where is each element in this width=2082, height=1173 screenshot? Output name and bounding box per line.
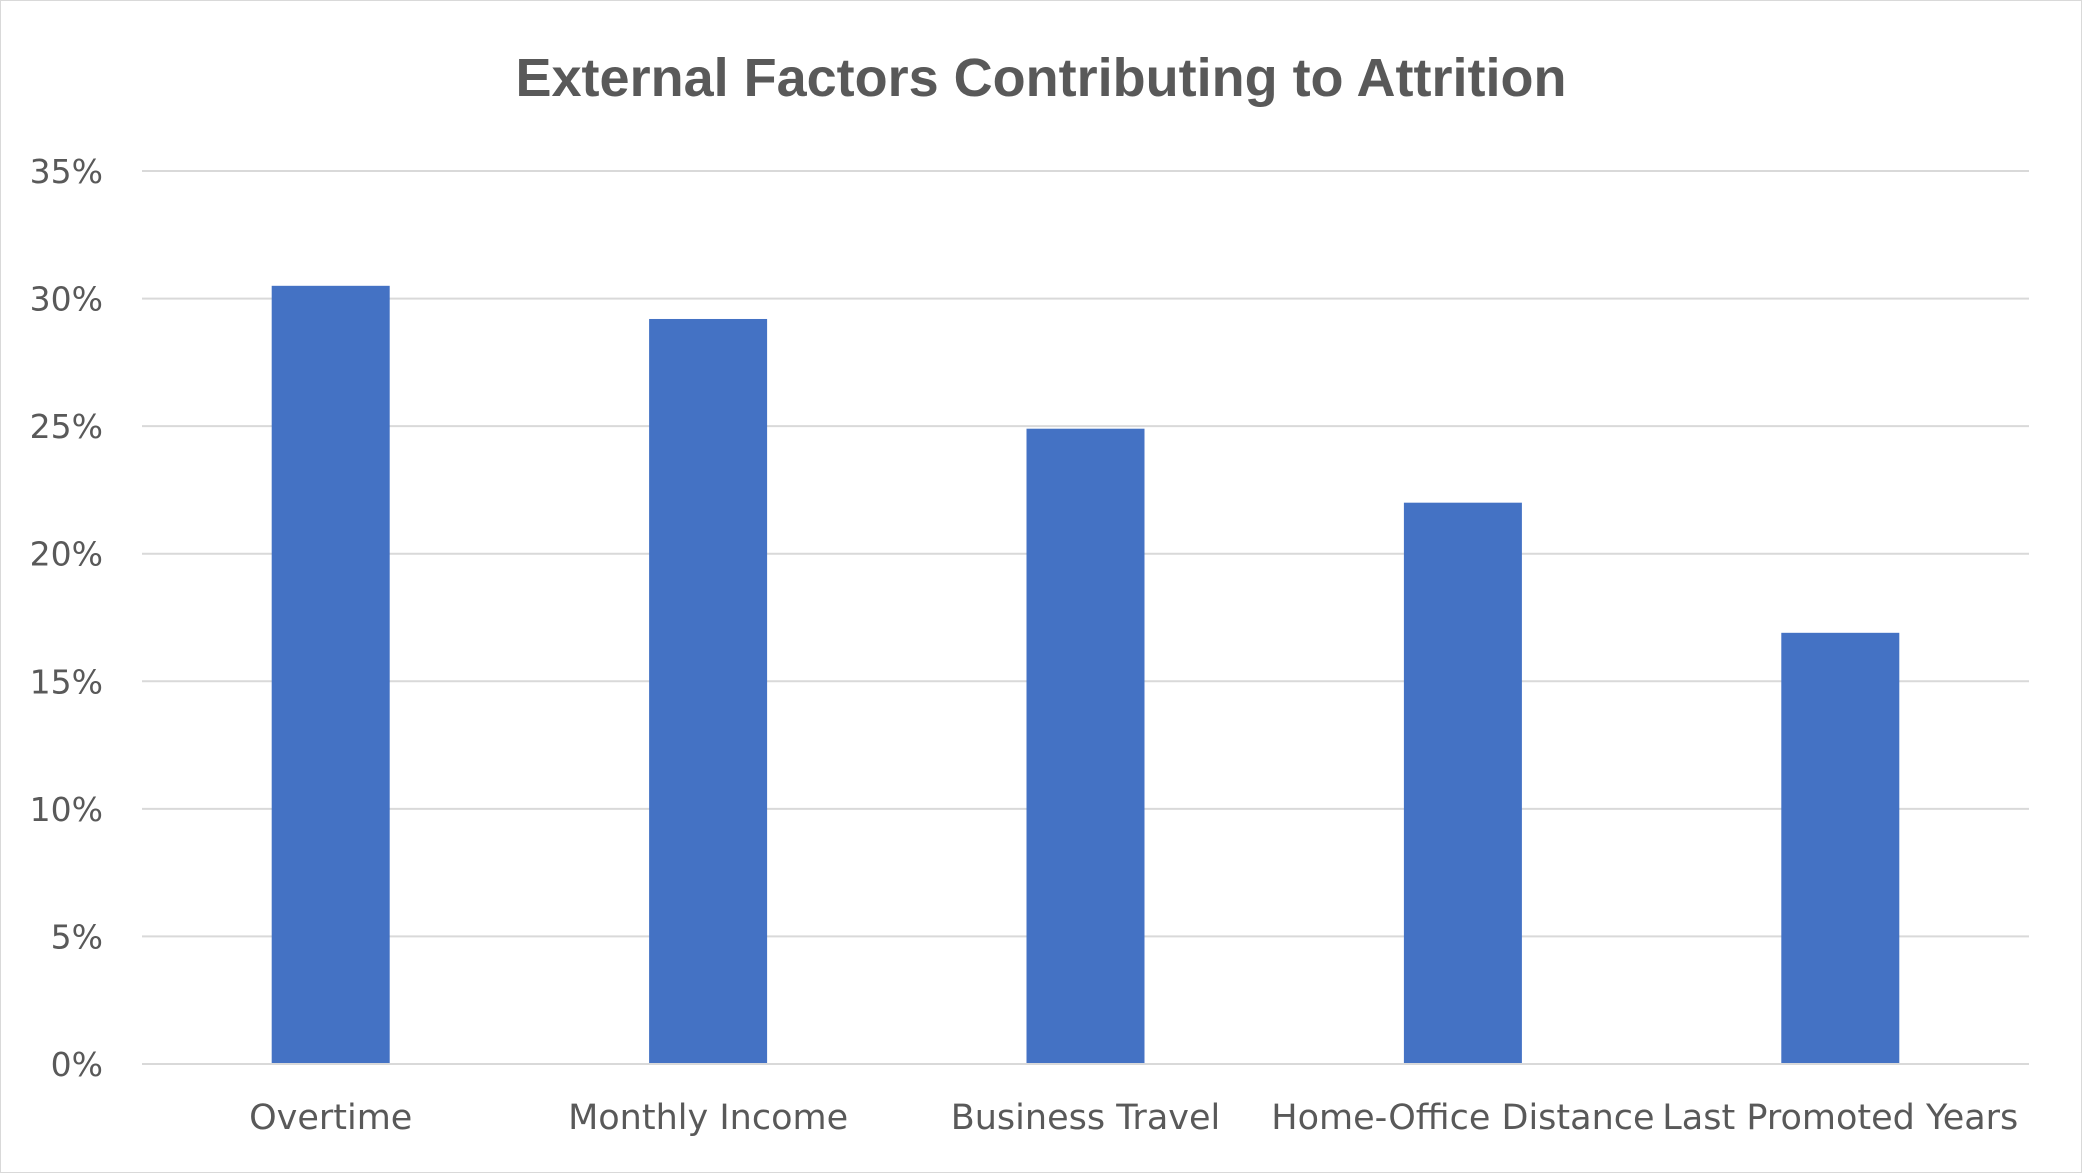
x-category-label: Overtime [249, 1098, 412, 1138]
y-tick-label: 30% [30, 280, 103, 319]
x-category-label: Home-Office Distance [1271, 1098, 1654, 1138]
bars [271, 285, 1900, 1065]
y-tick-label: 35% [30, 152, 103, 191]
x-category-label: Business Travel [951, 1098, 1221, 1138]
bar-overtime [271, 285, 390, 1064]
y-tick-label: 25% [30, 407, 103, 446]
y-tick-label: 0% [51, 1045, 103, 1084]
y-tick-label: 5% [51, 917, 103, 956]
bar-home-office-distance [1403, 502, 1522, 1065]
bar-monthly-income [649, 318, 768, 1064]
y-tick-label: 15% [30, 662, 103, 701]
x-category-label: Monthly Income [568, 1098, 848, 1138]
x-category-label: Last Promoted Years [1662, 1098, 2018, 1138]
x-axis-category-labels: Overtime Monthly Income Business Travel Hom… [249, 1098, 2018, 1138]
bar-business-travel [1026, 428, 1145, 1064]
y-axis-tick-labels: 0% 5% 10% 15% 20% 25% 30% 35% [30, 152, 103, 1084]
y-tick-label: 10% [30, 790, 103, 829]
y-tick-label: 20% [30, 535, 103, 574]
bar-last-promoted-years [1781, 632, 1900, 1064]
chart-title: External Factors Contributing to Attriti… [516, 48, 1567, 108]
